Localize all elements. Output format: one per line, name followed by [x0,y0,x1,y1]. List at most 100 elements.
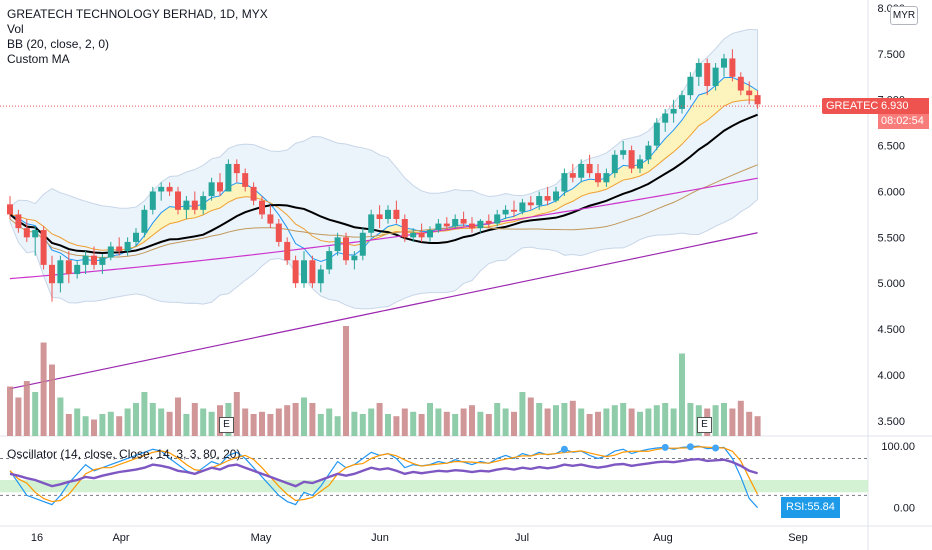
volume-bar [452,414,459,436]
candle-body [385,209,391,219]
candle-body [149,191,156,210]
candle-body [653,122,660,146]
candle-body [485,220,492,224]
candle-body [737,76,744,91]
candle-body [351,255,358,261]
candle-body [99,257,106,265]
candle-body [200,196,207,210]
candle-body [116,246,123,252]
volume-bar [595,411,601,436]
candle-body [553,191,559,201]
candle-body [275,223,282,242]
stoch-cross-marker [712,444,720,452]
indicator-vol[interactable]: Vol [7,22,24,36]
volume-bar [65,414,72,436]
volume-bar [326,408,333,436]
volume-bar [637,411,643,436]
volume-bar [334,416,341,436]
indicator-custom-ma[interactable]: Custom MA [7,52,70,66]
candle-body [309,260,316,284]
stoch-cross-marker [661,443,669,451]
candle-body [401,219,408,238]
volume-bar [91,419,97,436]
time-tick-label: Apr [112,532,129,544]
volume-bar [754,416,761,436]
volume-bar [611,405,618,436]
indicator-bb[interactable]: BB (20, close, 2, 0) [7,37,110,51]
volume-bar [427,403,433,436]
ema-slow-line [9,99,758,251]
stoch-cross-marker [560,445,568,453]
earnings-marker-2[interactable]: E [697,417,712,433]
volume-bar [553,405,559,436]
volume-bar [23,381,30,436]
candle-body [695,63,702,77]
volume-bar [124,408,131,436]
time-tick-label: Sep [788,532,808,544]
volume-bar [259,411,265,436]
ma-fill-area [371,77,758,240]
volume-bar [737,400,744,436]
volume-bar [687,403,694,436]
ma100-line [9,177,758,280]
candle-body [91,255,97,265]
candle-body [40,230,47,265]
candle-body [107,246,114,258]
candle-body [284,241,291,261]
volume-bar [645,408,652,436]
volume-bar [7,386,13,436]
candle-body [754,95,761,105]
candle-body [603,173,610,183]
time-tick-label: Aug [653,532,673,544]
candle-body [301,260,307,284]
candle-body [595,173,601,183]
volume-bar [99,414,106,436]
candle-body [435,223,442,231]
candle-body [233,163,240,174]
volume-bar [569,400,576,436]
volume-bar [208,411,215,436]
chart-title[interactable]: GREATECH TECHNOLOGY BERHAD, 1D, MYX [7,7,268,21]
currency-badge[interactable]: MYR [890,6,918,25]
candle-body [561,173,568,192]
candle-body [82,255,89,265]
volume-bar [158,408,165,436]
volume-bar [502,408,509,436]
candle-body [511,209,517,212]
volume-bar [410,411,417,436]
candle-body [326,251,333,270]
ma20-line [9,113,758,254]
volume-bar [107,411,114,436]
volume-bar [191,403,198,436]
price-tick-label: 3.500 [877,416,905,428]
volume-bar [74,408,81,436]
candle-body [368,214,375,233]
rsi-line [9,457,758,488]
price-tick-label: 6.500 [877,141,905,153]
candle-body [191,200,198,210]
volume-bar [284,405,291,436]
time-tick-label: 16 [31,532,43,544]
volume-bar [679,353,685,436]
candle-body [267,214,274,224]
oscillator-legend[interactable]: Oscillator (14, close, Close, 14, 3, 3, … [7,447,241,461]
price-tick-label: 5.500 [877,232,905,244]
candle-body [460,219,467,224]
volume-bar [477,411,484,436]
time-tick-label: May [251,532,272,544]
volume-bar [603,408,610,436]
volume-bar [275,408,282,436]
price-tick-label: 4.000 [877,370,905,382]
volume-bar [267,414,274,436]
volume-bar [116,416,123,436]
volume-bar [141,392,148,436]
rsi-value-tag: RSI:55.84 [781,497,840,518]
candle-body [250,186,257,201]
earnings-marker-1[interactable]: E [219,417,234,433]
candle-body [637,159,643,169]
volume-bar [343,326,349,436]
candle-body [133,232,139,242]
candle-body [729,58,736,77]
